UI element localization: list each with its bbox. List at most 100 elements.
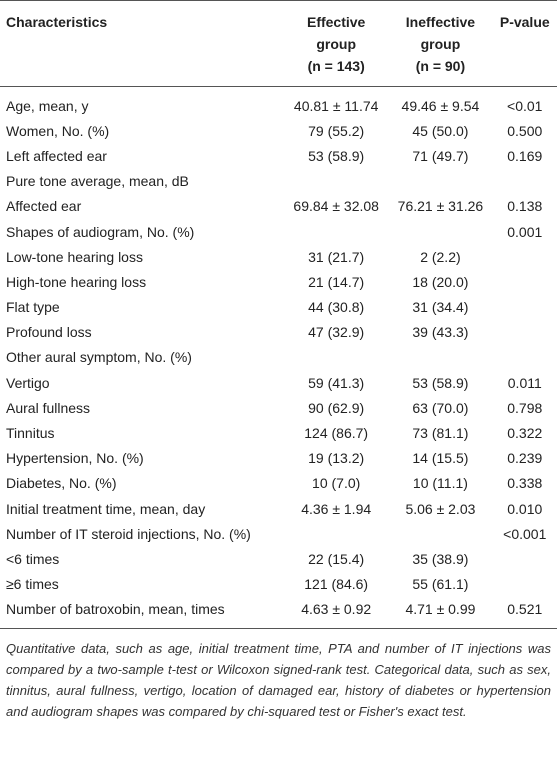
table-cell: 14 (15.5) xyxy=(388,446,492,471)
table-row: ≥6 times 121 (84.6) 55 (61.1) xyxy=(0,572,557,597)
cell-text: 124 (86.7) xyxy=(304,425,369,442)
cell-text: Flat type xyxy=(6,299,60,316)
cell-text: 71 (49.7) xyxy=(412,147,469,164)
table-cell xyxy=(388,521,492,546)
cell-text: 4.36 ± 1.94 xyxy=(301,500,372,517)
table-note: Quantitative data, such as age, initial … xyxy=(6,640,551,719)
table-row: Left affected ear 53 (58.9) 71 (49.7) 0.169 xyxy=(0,143,557,168)
table-row: Tinnitus 124 (86.7) 73 (81.1) 0.322 xyxy=(0,420,557,445)
table-cell: 2 (2.2) xyxy=(388,244,492,269)
cell-text: 69.84 ± 32.08 xyxy=(293,198,379,215)
cell-text: 55 (61.1) xyxy=(412,576,469,593)
cell-text: Aural fullness xyxy=(6,399,91,416)
cell-text: 2 (2.2) xyxy=(420,248,461,265)
header-text: P-value xyxy=(499,14,550,30)
table-cell: 18 (20.0) xyxy=(388,269,492,294)
header-text: Characteristics xyxy=(6,14,108,30)
cell-text: 22 (15.4) xyxy=(308,550,365,567)
data-table: Characteristics Effective group (n = 143) In… xyxy=(0,0,557,629)
table-cell: 53 (58.9) xyxy=(284,143,388,168)
table-cell: Other aural symptom, No. (%) xyxy=(0,345,284,370)
table-cell xyxy=(493,295,557,320)
table-cell: Number of batroxobin, mean, times xyxy=(0,596,285,629)
table-cell: 90 (62.9) xyxy=(284,395,388,420)
table-cell: 69.84 ± 32.08 xyxy=(284,194,388,219)
cell-text: 10 (11.1) xyxy=(412,475,468,492)
cell-text: Hypertension, No. (%) xyxy=(6,450,144,467)
table-cell xyxy=(284,219,388,244)
table-row: Age, mean, y 40.81 ± 11.74 49.46 ± 9.54 <0.… xyxy=(0,87,557,119)
cell-text: 0.138 xyxy=(507,198,543,215)
table-cell xyxy=(493,244,557,269)
table-cell xyxy=(388,219,492,244)
cell-text: ≥6 times xyxy=(6,576,59,593)
table-cell: 0.001 xyxy=(493,219,557,244)
table-figure: Characteristics Effective group (n = 143) In… xyxy=(0,0,557,719)
table-cell: Affected ear xyxy=(0,194,284,219)
table-row: Aural fullness 90 (62.9) 63 (70.0) 0.798 xyxy=(0,395,557,420)
table-cell: 0.138 xyxy=(493,194,557,219)
table-cell: 31 (34.4) xyxy=(388,295,492,320)
cell-text: Low-tone hearing loss xyxy=(6,248,143,265)
table-cell xyxy=(284,345,388,370)
table-cell: Aural fullness xyxy=(0,395,284,420)
cell-text: Initial treatment time, mean, day xyxy=(6,500,206,517)
cell-text: 45 (50.0) xyxy=(412,122,469,139)
table-cell xyxy=(284,169,388,194)
table-cell: 45 (50.0) xyxy=(388,118,492,143)
cell-text: 4.71 ± 0.99 xyxy=(405,601,476,618)
cell-text: 0.500 xyxy=(507,122,543,139)
cell-text: 53 (58.9) xyxy=(412,374,469,391)
table-row: Other aural symptom, No. (%) xyxy=(0,345,557,370)
table-cell: Number of IT steroid injections, No. (%) xyxy=(0,521,284,546)
cell-text: 44 (30.8) xyxy=(308,299,365,316)
cell-text: 21 (14.7) xyxy=(308,273,365,290)
table-cell: 73 (81.1) xyxy=(388,420,492,445)
cell-text: 79 (55.2) xyxy=(308,122,365,139)
table-cell: Left affected ear xyxy=(0,143,284,168)
cell-text: 49.46 ± 9.54 xyxy=(401,97,480,114)
table-cell xyxy=(388,169,492,194)
cell-text: Number of IT steroid injections, No. (%) xyxy=(6,525,251,542)
table-cell: Diabetes, No. (%) xyxy=(0,471,284,496)
table-cell xyxy=(493,572,557,597)
table-cell xyxy=(284,521,388,546)
cell-text: 5.06 ± 2.03 xyxy=(405,500,476,517)
table-cell: Pure tone average, mean, dB xyxy=(0,169,284,194)
header-cell: Effective group (n = 143) xyxy=(284,0,389,87)
table-header: Characteristics Effective group (n = 143) In… xyxy=(0,0,557,87)
table-cell: 44 (30.8) xyxy=(284,295,388,320)
cell-text: 31 (21.7) xyxy=(308,248,365,265)
table-cell: 4.71 ± 0.99 xyxy=(388,596,493,629)
table-cell: 0.500 xyxy=(493,118,557,143)
table-cell: Initial treatment time, mean, day xyxy=(0,496,284,521)
table-cell: 124 (86.7) xyxy=(284,420,388,445)
table-cell: 4.63 ± 0.92 xyxy=(284,596,389,629)
table-row: Women, No. (%) 79 (55.2) 45 (50.0) 0.500 xyxy=(0,118,557,143)
table-cell: 10 (11.1) xyxy=(388,471,492,496)
table-cell: 0.169 xyxy=(493,143,557,168)
table-cell: <0.01 xyxy=(493,87,557,119)
table-row: Hypertension, No. (%) 19 (13.2) 14 (15.5) 0… xyxy=(0,446,557,471)
cell-text: 0.322 xyxy=(507,425,543,442)
cell-text: Left affected ear xyxy=(6,147,107,164)
cell-text: 0.338 xyxy=(507,475,543,492)
cell-text: Vertigo xyxy=(6,374,50,391)
table-cell: 71 (49.7) xyxy=(388,143,492,168)
table-cell: 76.21 ± 31.26 xyxy=(388,194,492,219)
table-cell: 22 (15.4) xyxy=(284,546,388,571)
cell-text: 47 (32.9) xyxy=(308,324,365,341)
table-cell: 21 (14.7) xyxy=(284,269,388,294)
cell-text: 76.21 ± 31.26 xyxy=(397,198,484,215)
table-cell xyxy=(493,169,557,194)
cell-text: 39 (43.3) xyxy=(412,324,469,341)
table-row: High-tone hearing loss 21 (14.7) 18 (20.0) xyxy=(0,269,557,294)
table-cell: Shapes of audiogram, No. (%) xyxy=(0,219,284,244)
table-row: <6 times 22 (15.4) 35 (38.9) xyxy=(0,546,557,571)
table-cell: <0.001 xyxy=(493,521,557,546)
cell-text: 0.521 xyxy=(507,601,543,618)
cell-text: 40.81 ± 11.74 xyxy=(293,97,379,114)
table-cell: 0.322 xyxy=(493,420,557,445)
header-text: (n = 143) xyxy=(307,58,365,74)
cell-text: 121 (84.6) xyxy=(304,576,369,593)
